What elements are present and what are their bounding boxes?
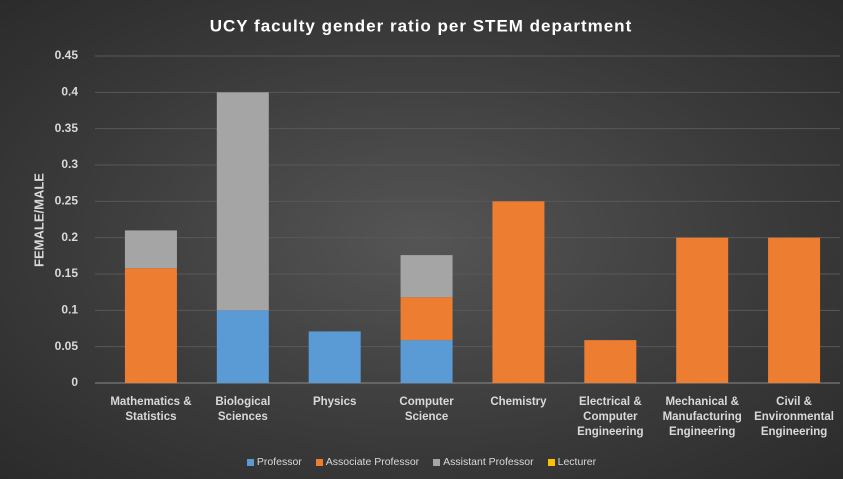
bar-segment [216,92,269,311]
bar-segment [124,268,177,383]
legend-label: Assistant Professor [443,456,534,468]
legend-item: Professor [246,456,302,468]
bar-segment [308,331,361,383]
y-tick-label: 0.1 [61,303,78,317]
legend: Professor Associate Professor Assistant Pr… [0,456,843,468]
x-tick-label: Physics [312,396,357,408]
legend-item: Assistant Professor [433,456,534,468]
legend-item: Lecturer [547,456,597,468]
bar-segment [400,255,453,298]
legend-label: Associate Professor [325,456,420,468]
y-axis-title: FEMALE/MALE [31,173,46,267]
bar-segment [400,340,453,383]
y-tick-label: 0 [71,375,78,389]
legend-item: Associate Professor [315,456,420,468]
bar-segment [584,340,637,383]
chart-title: UCY faculty gender ratio per STEM depart… [210,16,632,35]
legend-label: Professor [256,456,302,468]
legend-swatch [315,458,323,466]
bar-segment [216,310,269,383]
x-tick-label: Chemistry [490,396,547,408]
legend-label: Lecturer [557,456,597,468]
x-tick-label: Biological Sciences [215,396,271,423]
bar-segment [492,201,545,383]
y-tick-label: 0.45 [55,48,79,62]
x-tick-label: Electrical & Computer Engineering [577,396,644,438]
bar-segment [676,237,729,383]
bar-segment [768,237,821,383]
x-tick-label: Mathematics & Statistics [110,396,192,423]
legend-swatch [246,458,254,466]
legend-swatch [547,458,555,466]
legend-swatch [433,458,441,466]
y-tick-label: 0.2 [61,230,78,244]
x-tick-label: Computer Science [399,396,454,423]
y-tick-label: 0.25 [55,194,79,208]
x-tick-label: Civil & Environmental Engineering [754,396,834,438]
y-tick-label: 0.3 [61,157,78,171]
y-tick-label: 0.35 [55,121,79,135]
y-tick-label: 0.4 [61,85,78,99]
y-tick-label: 0.05 [55,339,79,353]
y-tick-label: 0.15 [55,266,79,280]
bar-segment [124,230,177,269]
x-tick-label: Mechanical & Manufacturing Engineering [662,396,742,438]
bar-segment [400,297,453,341]
